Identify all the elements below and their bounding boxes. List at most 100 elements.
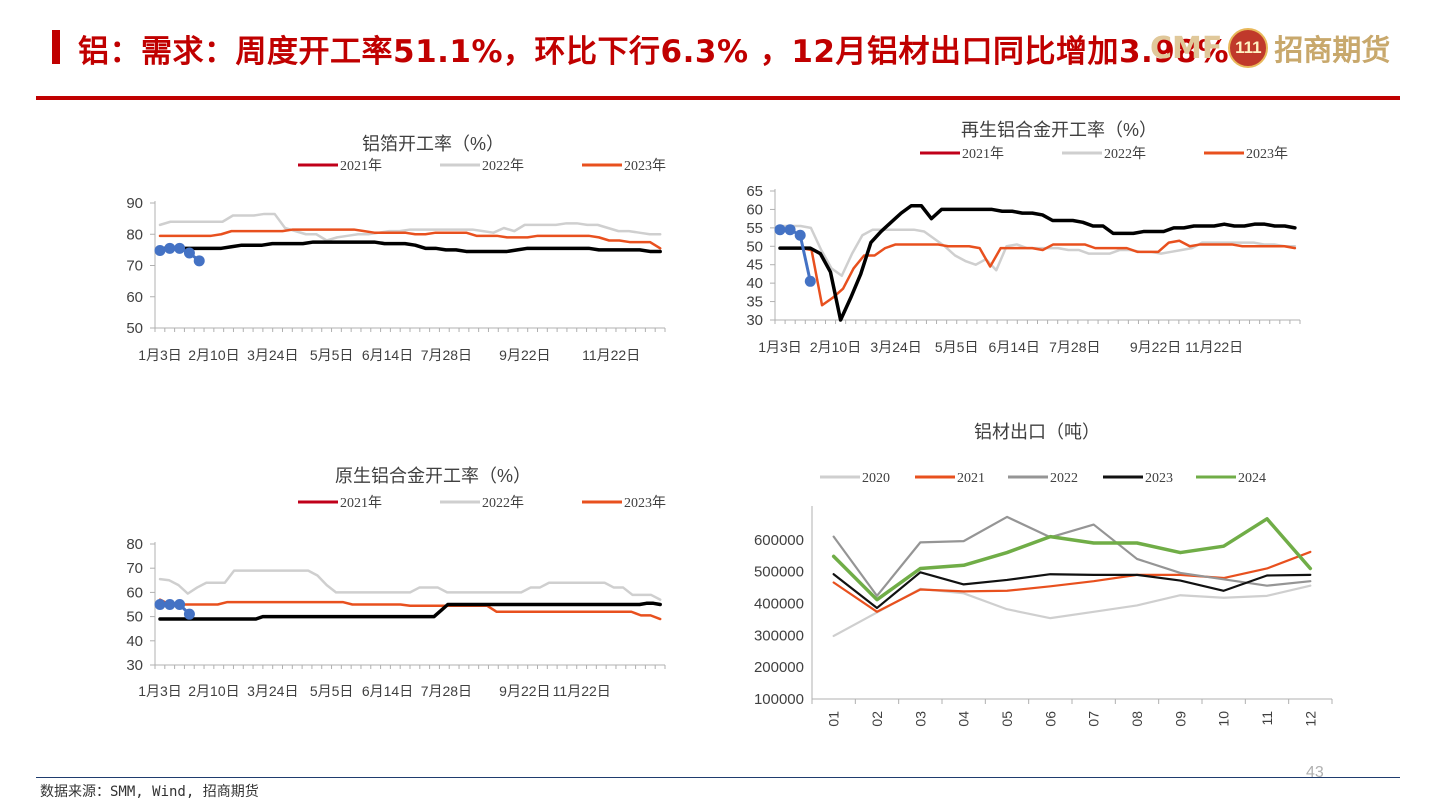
data-point-marker [164, 242, 176, 254]
data-point-marker [784, 224, 796, 236]
data-point-marker [164, 599, 176, 610]
y-tick-label: 50 [746, 238, 763, 255]
series-line-2023年 [778, 239, 1297, 307]
x-tick-label: 1月3日 [138, 683, 182, 699]
series-line-2024-points [778, 228, 812, 283]
y-tick-label: 70 [126, 258, 143, 275]
series-line-2021 [832, 550, 1312, 613]
footer-divider [36, 777, 1400, 778]
y-tick-label: 30 [126, 657, 143, 674]
series-line-2022年 [158, 569, 662, 601]
series-line-2024-line [158, 601, 662, 621]
series-line-2024 [831, 517, 1313, 602]
data-point-marker [154, 599, 166, 610]
logo-company-name: 招商期货 [1274, 33, 1391, 67]
data-point-marker [154, 245, 166, 256]
x-tick-label: 12 [1302, 711, 1318, 727]
legend-label: 2022年 [482, 495, 524, 511]
x-tick-label: 6月14日 [989, 339, 1040, 355]
y-tick-label: 600000 [754, 532, 804, 549]
x-tick-label: 11月22日 [1185, 339, 1243, 355]
legend-label: 2023年 [1246, 146, 1288, 162]
x-tick-label: 5月5日 [935, 339, 979, 355]
x-tick-label: 2月10日 [188, 683, 239, 699]
x-tick-label: 11月22日 [553, 683, 611, 699]
y-tick-label: 60 [126, 584, 143, 601]
header-divider [36, 96, 1400, 100]
legend-label: 2023年 [624, 495, 666, 511]
x-tick-label: 3月24日 [870, 339, 921, 355]
title-accent-bar [52, 30, 60, 64]
x-tick-label: 09 [1172, 711, 1188, 727]
legend-label: 2023年 [624, 158, 666, 174]
series-line-2022年 [778, 224, 1297, 278]
y-tick-label: 30 [746, 312, 763, 329]
series-line-2023 [832, 571, 1312, 610]
y-tick-label: 80 [126, 536, 143, 553]
x-tick-label: 10 [1216, 711, 1232, 727]
x-tick-label: 06 [1042, 711, 1058, 727]
chart-title: 原生铝合金开工率（%） [335, 466, 531, 486]
data-source-note: 数据来源：SMM, Wind, 招商期货 [40, 784, 259, 800]
y-tick-label: 70 [126, 560, 143, 577]
x-tick-label: 5月5日 [310, 683, 354, 699]
x-tick-label: 1月3日 [138, 347, 182, 363]
x-tick-label: 05 [999, 711, 1015, 727]
series-line-2022 [832, 515, 1312, 597]
x-tick-label: 7月28日 [421, 683, 472, 699]
x-tick-label: 2月10日 [810, 339, 861, 355]
data-point-marker [183, 247, 195, 259]
y-tick-label: 40 [126, 633, 143, 650]
x-tick-label: 01 [826, 711, 842, 727]
page-title: 铝：需求：周度开工率51.1%，环比下行6.3% ，12月铝材出口同比增加3.9… [78, 34, 1229, 70]
series-line-2023年 [158, 228, 662, 250]
legend-label: 2020 [862, 471, 890, 486]
x-tick-label: 2月10日 [188, 347, 239, 363]
x-tick-label: 6月14日 [362, 683, 413, 699]
series-line-2020 [832, 584, 1312, 638]
x-tick-label: 3月24日 [247, 347, 298, 363]
legend-label: 2021年 [340, 158, 382, 174]
y-tick-label: 500000 [754, 564, 804, 581]
foil-utilization-chart: 铝箔开工率（%） 2021年 2022年 2023年 50 60 70 80 90 1月3日 2月1… [126, 134, 666, 363]
y-tick-label: 55 [746, 220, 763, 237]
y-tick-label: 200000 [754, 659, 804, 676]
company-logo: CMF 111 招商期货 [1150, 26, 1390, 70]
y-tick-label: 90 [126, 195, 143, 212]
x-tick-label: 7月28日 [421, 347, 472, 363]
series-line-2023年 [158, 598, 662, 621]
x-tick-label: 04 [956, 711, 972, 727]
x-tick-label: 11 [1259, 711, 1275, 726]
x-tick-label: 02 [869, 711, 885, 727]
legend-label: 2023 [1145, 471, 1173, 486]
data-point-marker [174, 599, 186, 610]
y-tick-label: 400000 [754, 596, 804, 613]
primary-alloy-utilization-chart: 原生铝合金开工率（%） 2021年 2022年 2023年 30 40 50 60 70 80 1月… [126, 466, 666, 699]
legend-label: 2021 [957, 471, 985, 486]
x-tick-label: 6月14日 [362, 347, 413, 363]
legend-label: 2024 [1238, 471, 1266, 486]
legend-label: 2022年 [1104, 146, 1146, 162]
aluminum-export-chart: 铝材出口（吨） 2020 2021 2022 2023 2024 100000 200000 3… [754, 422, 1333, 727]
y-tick-label: 40 [746, 275, 763, 292]
data-point-marker [774, 224, 786, 236]
data-point-marker [193, 255, 205, 267]
chart-title: 铝箔开工率（%） [362, 134, 504, 154]
y-tick-label: 100000 [754, 691, 804, 708]
legend-label: 2022年 [482, 158, 524, 174]
y-tick-label: 50 [126, 320, 143, 337]
y-tick-label: 45 [746, 257, 763, 274]
y-tick-label: 65 [746, 183, 763, 200]
series-line-2024-line [158, 240, 662, 254]
x-tick-label: 03 [912, 711, 928, 727]
chart-title: 铝材出口（吨） [974, 422, 1100, 442]
x-tick-label: 11月22日 [582, 347, 640, 363]
y-tick-label: 50 [126, 609, 143, 626]
x-tick-label: 1月3日 [758, 339, 802, 355]
data-point-marker [174, 242, 186, 254]
data-point-marker [804, 275, 816, 287]
y-tick-label: 60 [126, 289, 143, 306]
x-tick-label: 5月5日 [310, 347, 354, 363]
x-tick-label: 3月24日 [247, 683, 298, 699]
